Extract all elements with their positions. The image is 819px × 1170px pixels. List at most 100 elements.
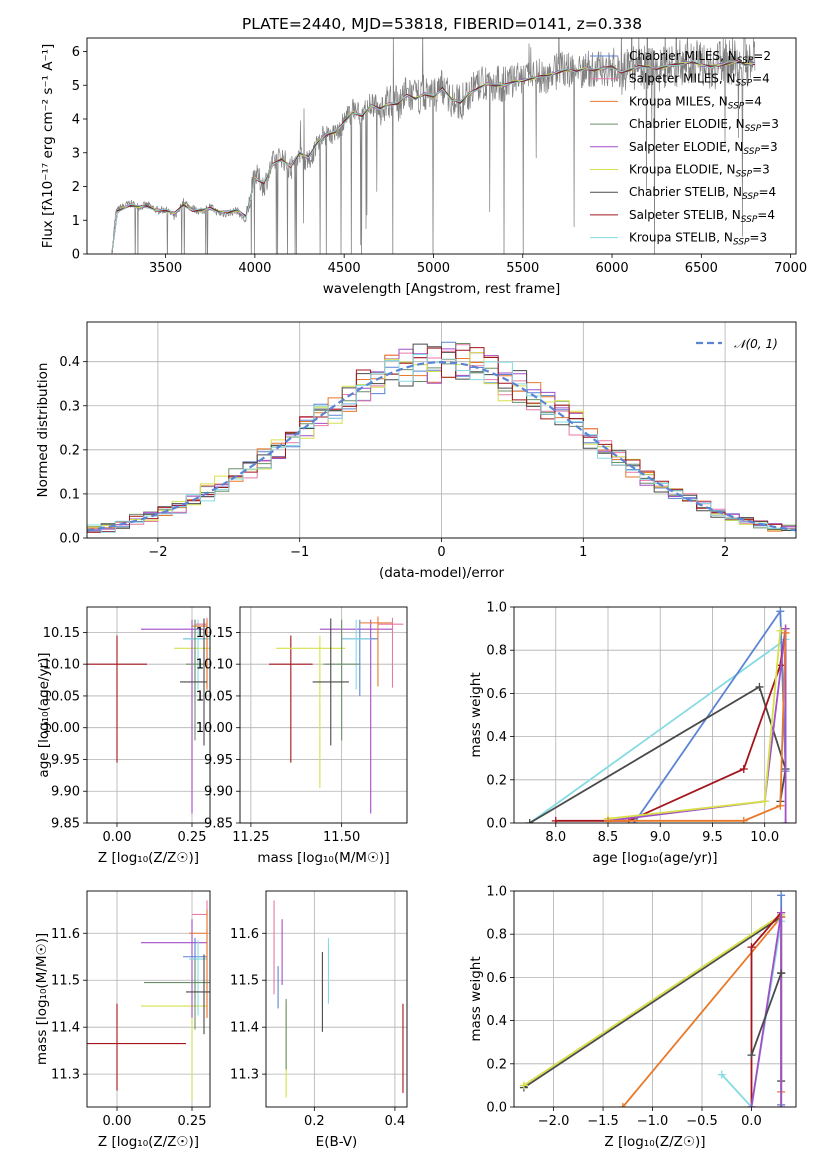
weight_vs_Z-ytick-label: 0.4 xyxy=(486,1014,507,1029)
mass_vs_Z-xlabel: Z [log₁₀(Z/Z☉)] xyxy=(98,1134,199,1150)
legend-model-name: Kroupa STELIB xyxy=(629,231,716,245)
weight_vs_age-xtick-label: 9.0 xyxy=(650,830,671,845)
legend-entry-9: Kroupa STELIB, NSSP=3 xyxy=(629,231,767,248)
weight_vs_Z-marker xyxy=(717,1070,726,1079)
legend-nssp-label: , N xyxy=(727,140,744,154)
weight_vs_Z-ytick-label: 0.2 xyxy=(486,1057,507,1072)
mass_vs_ebv-frame xyxy=(265,890,408,1108)
mass_vs_Z-xtick-label: 0.25 xyxy=(178,1114,207,1129)
age_vs_mass-xtick-label: 11.25 xyxy=(232,830,269,845)
legend-nssp-value: =4 xyxy=(752,72,770,86)
legend-nssp-sub: SSP xyxy=(737,56,754,66)
mass_vs_Z-plot-area xyxy=(87,900,210,1100)
spectrum-xtick-label: 5000 xyxy=(417,261,450,276)
residuals-ytick-label: 0.1 xyxy=(59,487,80,502)
weight_vs_age-ytick-label: 0.2 xyxy=(486,773,507,788)
legend-nssp-sub: SSP xyxy=(736,79,753,89)
weight_vs_Z-ytick-label: 0.8 xyxy=(486,928,507,943)
mass_vs_ebv-xtick-label: 0.4 xyxy=(385,1114,406,1129)
age_vs_Z-ytick-label: 10.05 xyxy=(43,689,80,704)
weight_vs_age-marker xyxy=(551,816,560,823)
weight_vs_age-series-3 xyxy=(529,685,787,823)
spectrum-xtick-label: 4000 xyxy=(238,261,271,276)
legend-model-name: Salpeter STELIB xyxy=(629,208,724,222)
legend-nssp-sub: SSP xyxy=(736,170,753,180)
legend-entry-6: Kroupa ELODIE, NSSP=3 xyxy=(629,163,770,180)
age_vs_mass-axes: 11.25 11.50 9.85 9.90 9.95 10.00 10.05 10.10 10.… xyxy=(196,606,408,866)
legend-nssp-label: , N xyxy=(719,163,736,177)
spectrum-ytick-label: 3 xyxy=(72,146,80,161)
legend-model-name: Chabrier MILES xyxy=(629,49,720,63)
weight_vs_Z-xtick-label: −1.0 xyxy=(637,1114,669,1129)
spectrum-xtick-label: 7000 xyxy=(774,261,807,276)
residuals-xtick-label: 2 xyxy=(721,545,729,560)
mass_vs_ebv-ytick-label: 11.5 xyxy=(230,974,259,989)
spectrum-xtick-label: 6000 xyxy=(596,261,629,276)
age_vs_Z-ytick-label: 10.15 xyxy=(43,626,80,641)
legend-model-name: Salpeter ELODIE xyxy=(629,140,727,154)
age_vs_Z-ytick-label: 10.00 xyxy=(43,721,80,736)
legend-model-name: Chabrier ELODIE xyxy=(629,117,728,131)
weight_vs_age-ytick-label: 1.0 xyxy=(486,601,507,616)
age_vs_Z-ytick-label: 9.85 xyxy=(51,817,80,832)
weight_vs_age-marker xyxy=(525,819,534,823)
mass_vs_Z-ytick-label: 11.3 xyxy=(51,1068,80,1083)
legend-nssp-value: =3 xyxy=(749,231,767,245)
weight_vs_Z-marker xyxy=(747,1103,756,1107)
weight_vs_Z-marker xyxy=(618,1103,627,1107)
weight_vs_Z-ylabel: mass weight xyxy=(468,956,484,1041)
panels: 3500 4000 4500 5000 5500 6000 6500 7000 0 1 2 3 4 5 6 w… xyxy=(34,37,807,1150)
legend-nssp-label: , N xyxy=(716,231,733,245)
legend-nssp-value: =3 xyxy=(761,117,779,131)
weight_vs_Z-ytick-label: 1.0 xyxy=(486,885,507,900)
gaussian-curve xyxy=(87,360,796,532)
figure-title: PLATE=2440, MJD=53818, FIBERID=0141, z=0… xyxy=(242,15,642,33)
spectrum-model-line-8 xyxy=(111,59,755,252)
age_vs_mass-frame xyxy=(239,606,408,824)
residuals-ytick-label: 0.2 xyxy=(59,443,80,458)
age_vs_mass-ytick-label: 10.15 xyxy=(196,626,233,641)
weight_vs_age-ytick-label: 0.4 xyxy=(486,730,507,745)
spectrum-ytick-label: 0 xyxy=(72,248,80,263)
age_vs_Z-xtick-label: 0.25 xyxy=(178,830,207,845)
mass_vs_ebv-axes: 0.2 0.4 11.3 11.4 11.5 11.6 E(B-V) xyxy=(230,890,408,1150)
legend-nssp-sub: SSP xyxy=(743,147,760,157)
legend-nssp-label: , N xyxy=(725,185,742,199)
residuals-ytick-label: 0.0 xyxy=(59,532,80,547)
legend-nssp-sub: SSP xyxy=(745,124,762,134)
mass_vs_Z-ylabel: mass [log₁₀(M/M☉)] xyxy=(34,933,50,1065)
legend-nssp-label: , N xyxy=(728,117,745,131)
age_vs_mass-ytick-label: 9.90 xyxy=(204,785,233,800)
residuals-frame xyxy=(86,321,797,539)
weight_vs_Z-marker xyxy=(747,1051,756,1060)
spectrum-ylabel: Flux [fλ10⁻¹⁷ erg cm⁻² s⁻¹ A⁻¹] xyxy=(40,44,56,249)
residuals-xtick-label: −2 xyxy=(148,545,167,560)
legend-nssp-sub: SSP xyxy=(733,238,750,248)
mass_vs_Z-ytick-label: 11.5 xyxy=(51,974,80,989)
residuals-xtick-label: −1 xyxy=(290,545,309,560)
age_vs_mass-xtick-label: 11.50 xyxy=(323,830,360,845)
weight_vs_age-marker xyxy=(776,607,785,616)
gaussian-legend-label: 𝒩(0, 1) xyxy=(734,337,778,351)
weight_vs_age-marker xyxy=(776,626,785,635)
legend-nssp-value: =3 xyxy=(760,140,778,154)
legend-nssp-value: =3 xyxy=(752,163,770,177)
legend-nssp-value: =4 xyxy=(744,94,762,108)
age_vs_mass-xlabel: mass [log₁₀(M/M☉)] xyxy=(257,850,389,866)
mass_vs_Z-ytick-label: 11.4 xyxy=(51,1021,80,1036)
age_vs_Z-xlabel: Z [log₁₀(Z/Z☉)] xyxy=(98,850,199,866)
mass_vs_ebv-plot-area xyxy=(273,900,404,1098)
legend-entry-7: Chabrier STELIB, NSSP=4 xyxy=(629,185,776,202)
weight_vs_age-ytick-label: 0.6 xyxy=(486,687,507,702)
spectrum-xtick-label: 6500 xyxy=(685,261,718,276)
weight_vs_age-marker xyxy=(739,816,748,823)
age_vs_mass-ytick-label: 9.95 xyxy=(204,753,233,768)
weight_vs_Z-marker xyxy=(777,1103,786,1107)
weight_vs_age-marker xyxy=(755,682,764,691)
spectrum-ytick-label: 2 xyxy=(72,180,80,195)
age_vs_mass-ytick-label: 10.10 xyxy=(196,658,233,673)
legend-nssp-label: , N xyxy=(719,72,736,86)
residuals-plot-area xyxy=(87,341,796,538)
weight_vs_age-xtick-label: 8.0 xyxy=(545,830,566,845)
